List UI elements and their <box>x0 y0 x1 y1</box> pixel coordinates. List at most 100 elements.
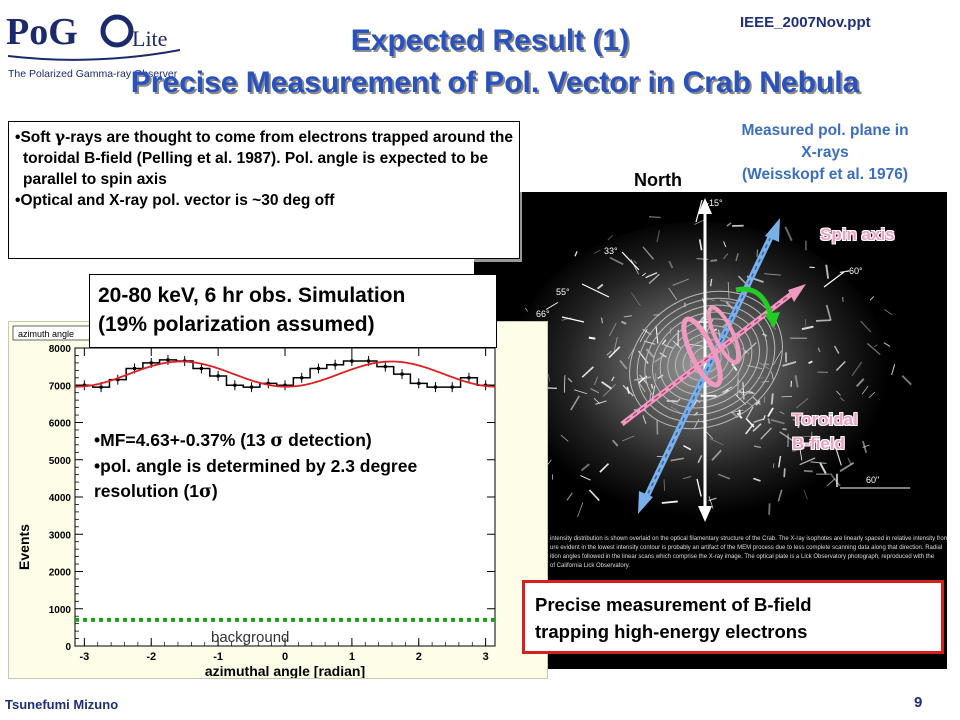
filament <box>641 272 647 277</box>
angle-label-66: 66° <box>536 309 550 319</box>
y-tick-label: 1000 <box>49 605 72 616</box>
filament <box>851 361 863 377</box>
filament <box>722 386 733 393</box>
filament <box>723 253 729 260</box>
filament <box>779 411 785 415</box>
simulation-line2: (19% polarization assumed) <box>98 313 375 336</box>
filament <box>753 477 761 482</box>
histogram-point <box>467 376 471 380</box>
filament <box>706 431 714 439</box>
histogram-point <box>316 366 320 370</box>
image-caption-line2: ure evident in the lowest intensity cont… <box>550 545 942 551</box>
filament <box>698 239 703 251</box>
filament <box>597 283 604 290</box>
logo-lite-text: Lite <box>132 26 167 51</box>
x-axis-label: azimuthal angle [radian] <box>205 663 365 678</box>
fit-curve <box>75 360 496 388</box>
filament <box>767 407 774 418</box>
filament <box>745 406 754 420</box>
x-tick-label: 3 <box>483 651 489 663</box>
filament <box>839 397 845 402</box>
filament <box>839 462 855 473</box>
filament <box>825 304 832 321</box>
filament <box>760 427 772 440</box>
histogram-point <box>250 385 254 389</box>
measured-pol-label: Measured pol. plane in X-rays (Weisskopf… <box>700 120 950 186</box>
y-tick-label: 4000 <box>49 493 72 504</box>
filament <box>792 447 805 452</box>
filament <box>670 457 684 462</box>
histogram-point <box>133 366 137 370</box>
spin-arrowhead-top <box>765 218 780 242</box>
filament <box>607 234 614 241</box>
filament <box>829 472 841 487</box>
filament <box>545 302 559 310</box>
histogram-point <box>99 385 103 389</box>
filament <box>723 241 727 248</box>
filament <box>566 492 573 501</box>
filament <box>668 260 674 269</box>
measured-pol-line1: Measured pol. plane in <box>741 122 909 139</box>
filament <box>839 270 850 274</box>
azimuth-plot-svg: azimuth angle 0 1000 2000 3000 4000 5000 6000 7… <box>12 325 496 679</box>
logo-o-ring <box>100 14 134 48</box>
filament <box>642 415 647 424</box>
filament <box>753 445 762 449</box>
filament <box>718 473 731 480</box>
fit-results: •MF=4.63+-0.37% (13 σ detection) •pol. a… <box>94 428 494 505</box>
filament <box>524 307 528 312</box>
filament <box>551 474 554 480</box>
author-name: Tsunefumi Mizuno <box>5 697 119 712</box>
filament <box>768 503 771 515</box>
filament <box>601 381 613 390</box>
slide-title-line1: Expected Result (1) <box>350 24 630 57</box>
filament <box>745 418 755 428</box>
histogram-line <box>76 359 494 388</box>
histogram-point <box>82 383 86 387</box>
filament <box>642 246 654 260</box>
filament <box>602 384 616 397</box>
histogram-point <box>433 385 437 389</box>
filament <box>613 336 618 353</box>
filament <box>708 496 714 509</box>
filament <box>726 222 732 227</box>
filament <box>855 378 865 388</box>
filament <box>638 382 646 393</box>
filament <box>590 388 600 394</box>
histogram-point <box>283 383 287 387</box>
histogram-point <box>149 361 153 365</box>
histogram-point <box>333 363 337 367</box>
logo-tagline: The Polarized Gamma-ray Observer <box>8 68 178 80</box>
filament <box>670 406 683 415</box>
filament <box>799 457 816 466</box>
filament <box>743 342 757 355</box>
filament <box>727 281 730 299</box>
filament <box>736 412 743 419</box>
measured-pol-line2: X-rays <box>801 144 849 161</box>
filament <box>862 444 870 448</box>
filament <box>798 443 803 461</box>
filament <box>835 448 842 466</box>
histogram-point <box>367 359 371 363</box>
filament <box>752 396 761 406</box>
filament <box>609 256 624 266</box>
filament <box>800 435 818 438</box>
toroid-ring-2 <box>706 305 742 365</box>
filament <box>764 273 781 276</box>
angle-label-55: 55° <box>556 287 570 297</box>
background-label: background <box>211 629 289 646</box>
filament <box>869 296 875 301</box>
filament <box>709 438 724 445</box>
xray-contour <box>667 325 745 395</box>
filament <box>650 383 654 389</box>
filament <box>626 386 630 394</box>
filament <box>784 226 793 242</box>
filament <box>808 360 813 365</box>
filament <box>825 264 830 279</box>
filament <box>634 376 651 381</box>
histogram-point <box>233 383 237 387</box>
filament <box>841 296 844 302</box>
x-tick-label: 0 <box>282 651 288 663</box>
angle-label-33: 33° <box>604 246 618 256</box>
conclusion-box: Precise measurement of B-field trapping … <box>522 580 944 654</box>
